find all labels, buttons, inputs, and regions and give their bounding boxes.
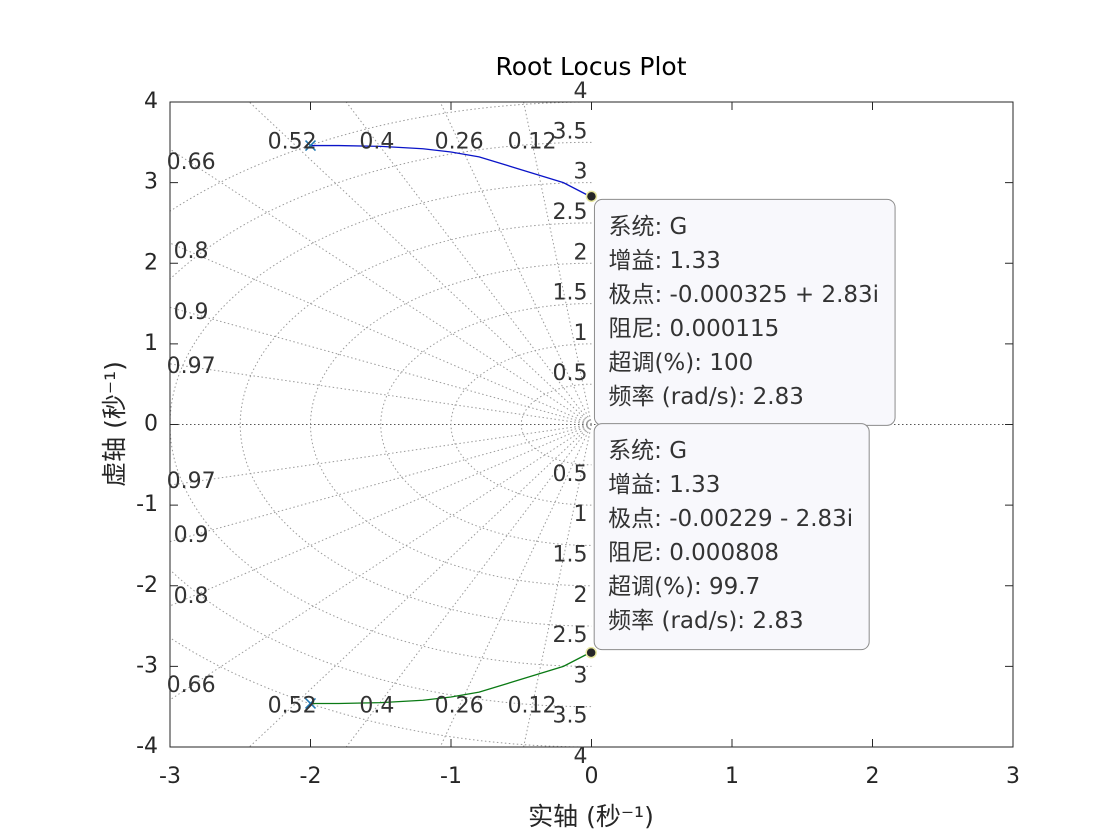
y-axis-label: 虚轴 (秒⁻¹) <box>100 361 129 487</box>
damping-label: 0.8 <box>174 584 209 609</box>
datatip-text: 频率 (rad/s): 2.83 <box>608 608 803 634</box>
damping-label: 0.9 <box>174 300 209 325</box>
datatip-box <box>593 423 870 651</box>
damping-label: 0.12 <box>508 129 557 154</box>
frequency-circle <box>520 383 592 466</box>
damping-line <box>170 148 592 425</box>
frequency-label: 1.5 <box>553 542 588 567</box>
datatip-text: 增益: 1.33 <box>608 248 720 274</box>
datatip-text: 系统: G <box>608 438 687 464</box>
x-tick-label: 2 <box>866 764 880 789</box>
datatip-marker <box>585 646 597 659</box>
frequency-label: 2.5 <box>553 200 588 225</box>
frequency-label: 4 <box>574 79 588 104</box>
frequency-circle <box>170 102 592 747</box>
frequency-circle <box>170 182 592 667</box>
datatip-text: 极点: -0.000325 + 2.83i <box>608 282 879 308</box>
frequency-label: 4 <box>574 744 588 769</box>
datatip-text: 系统: G <box>608 214 687 240</box>
y-tick-label: 1 <box>144 331 158 356</box>
frequency-label: 1 <box>574 321 588 346</box>
y-tick-label: 4 <box>144 89 158 114</box>
datatip-group: 系统: G 增益: 1.33 极点: -0.000325 + 2.83i 阻尼: 0.… <box>585 190 896 659</box>
y-tick-label: 3 <box>144 170 158 195</box>
damping-line <box>345 424 592 747</box>
datatip-text: 超调(%): 100 <box>608 350 753 376</box>
damping-line <box>523 102 592 425</box>
damping-label: 0.26 <box>435 129 484 154</box>
y-tick-label: 0 <box>144 412 158 437</box>
y-tick-label: -3 <box>136 653 158 678</box>
datatip-text: 超调(%): 99.7 <box>608 574 760 600</box>
frequency-circle <box>240 222 592 627</box>
frequency-label: 2 <box>574 583 588 608</box>
y-tick-label: -4 <box>136 734 158 759</box>
pole-marker <box>304 140 317 152</box>
frequency-circle <box>450 343 592 506</box>
frequency-label: 2.5 <box>553 623 588 648</box>
datatip-text: 增益: 1.33 <box>608 472 720 498</box>
datatip-text: 阻尼: 0.000115 <box>608 316 779 342</box>
y-tick-label: -1 <box>136 492 158 517</box>
damping-label: 0.8 <box>174 239 209 264</box>
x-tick-label: -2 <box>300 764 322 789</box>
y-tick-label: 2 <box>144 250 158 275</box>
grid-group <box>170 102 1013 747</box>
x-tick-label: -1 <box>440 764 462 789</box>
chart-title: Root Locus Plot <box>495 52 686 81</box>
locus-branch <box>310 144 592 198</box>
damping-label: 0.97 <box>167 354 216 379</box>
frequency-label: 3.5 <box>553 119 588 144</box>
damping-label: 0.52 <box>268 694 317 719</box>
damping-label: 0.66 <box>167 150 216 175</box>
y-tick-label: -2 <box>136 573 158 598</box>
frequency-label: 0.5 <box>553 361 588 386</box>
damping-label: 0.52 <box>268 129 317 154</box>
damping-label: 0.4 <box>359 129 394 154</box>
datatip-text: 极点: -0.00229 - 2.83i <box>608 506 853 532</box>
x-axis-label: 实轴 (秒⁻¹) <box>528 802 654 831</box>
datatip: 系统: G 增益: 1.33 极点: -0.00229 - 2.83i 阻尼: 0.0… <box>585 423 870 659</box>
damping-label: 0.4 <box>359 694 394 719</box>
damping-label: 0.12 <box>508 694 557 719</box>
datatip-text: 阻尼: 0.000808 <box>608 540 779 566</box>
damping-line <box>170 424 592 701</box>
frequency-circle <box>310 262 592 587</box>
datatip: 系统: G 增益: 1.33 极点: -0.000325 + 2.83i 阻尼: 0.… <box>585 190 896 426</box>
x-tick-label: 3 <box>1006 764 1020 789</box>
damping-label: 0.97 <box>167 469 216 494</box>
damping-line <box>345 102 592 425</box>
damping-line <box>523 424 592 747</box>
frequency-label: 2 <box>574 240 588 265</box>
x-tick-label: 0 <box>585 764 599 789</box>
damping-label: 0.9 <box>174 523 209 548</box>
frequency-label: 3.5 <box>553 704 588 729</box>
frequency-label: 3 <box>574 160 588 185</box>
damping-label: 0.66 <box>167 673 216 698</box>
frequency-label: 1 <box>574 502 588 527</box>
pole-marker <box>304 697 317 709</box>
frequency-label: 3 <box>574 663 588 688</box>
x-tick-label: 1 <box>725 764 739 789</box>
datatip-text: 频率 (rad/s): 2.83 <box>608 384 803 410</box>
datatip-marker <box>585 190 598 203</box>
data-group <box>304 140 592 709</box>
x-tick-label: -3 <box>159 764 181 789</box>
frequency-label: 0.5 <box>553 462 588 487</box>
frequency-label: 1.5 <box>553 281 588 306</box>
locus-branch <box>310 651 592 705</box>
damping-label: 0.26 <box>435 694 484 719</box>
